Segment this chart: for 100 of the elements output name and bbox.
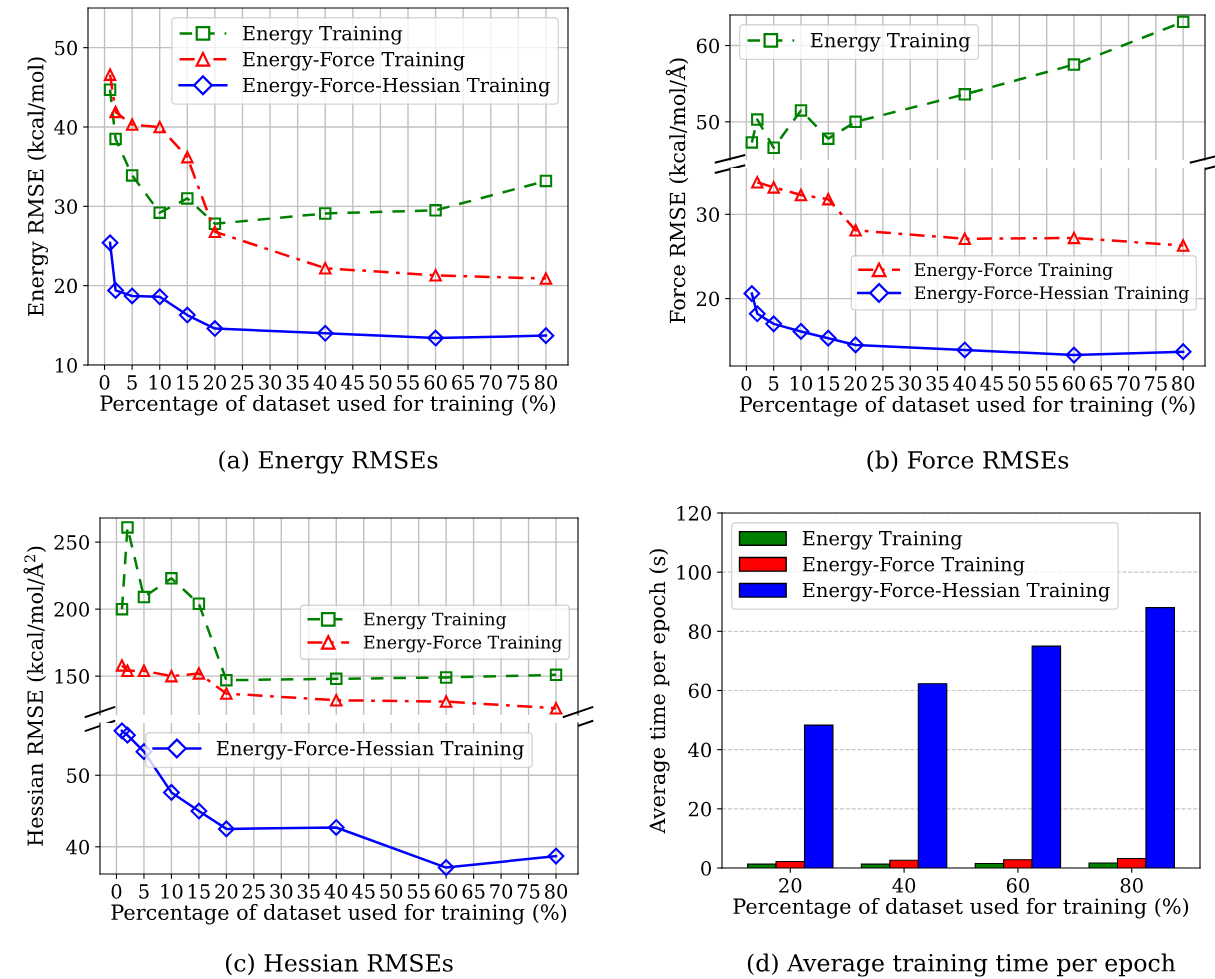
x-tick-label: 10 xyxy=(161,884,183,899)
point xyxy=(109,105,122,119)
x-tick-label: 30 xyxy=(899,376,922,391)
x-tick-label: 80 xyxy=(1120,878,1143,893)
x-tick-label: 80 xyxy=(544,884,568,899)
x-axis-title: Percentage of dataset used for training (%) xyxy=(100,394,556,416)
legend-label: Energy-Force Training xyxy=(802,556,1025,576)
x-tick-label: 20 xyxy=(215,884,238,899)
point xyxy=(745,136,759,149)
x-tick-label: 45 xyxy=(980,376,1003,391)
y-tick-label: 20 xyxy=(54,278,77,294)
legend-label: Energy Training xyxy=(810,32,971,52)
point xyxy=(819,329,837,347)
point xyxy=(1176,239,1190,252)
x-tick-label: 40 xyxy=(953,376,976,391)
x-tick-label: 75 xyxy=(507,375,530,390)
x-tick-label: 80 xyxy=(534,375,558,390)
x-tick-label: 55 xyxy=(407,884,430,899)
point xyxy=(137,590,151,604)
point xyxy=(547,847,565,865)
x-tick-label: 65 xyxy=(452,375,475,390)
point xyxy=(103,83,117,96)
x-tick-label: 5 xyxy=(127,375,137,390)
point xyxy=(822,132,835,145)
point xyxy=(767,141,780,155)
x-tick-label: 15 xyxy=(177,375,199,390)
point xyxy=(439,671,453,684)
point xyxy=(794,188,808,202)
x-tick-label: 60 xyxy=(424,375,447,390)
x-axis-title: Percentage of dataset used for training (%) xyxy=(111,903,567,925)
x-tick-label: 60 xyxy=(1062,376,1086,391)
y-tick-label: 30 xyxy=(697,207,719,222)
x-tick-label: 60 xyxy=(1006,878,1029,893)
legend-label: Energy-Force-Hessian Training xyxy=(242,77,550,97)
point xyxy=(748,305,766,323)
x-tick-label: 30 xyxy=(259,375,282,390)
point xyxy=(206,320,224,337)
x-tick-label: 45 xyxy=(341,375,364,390)
x-tick-label: 35 xyxy=(926,376,949,391)
point xyxy=(539,272,553,285)
legend-label: Energy Training xyxy=(363,612,507,630)
x-tick-label: 65 xyxy=(1090,376,1113,391)
point xyxy=(165,669,178,683)
point xyxy=(1176,15,1190,29)
point xyxy=(115,602,129,616)
x-tick-label: 20 xyxy=(844,376,867,391)
x-tick-label: 40 xyxy=(324,884,348,899)
point xyxy=(107,282,124,299)
x-tick-label: 80 xyxy=(1172,376,1195,391)
point xyxy=(751,113,764,126)
x-tick-label: 70 xyxy=(1117,376,1140,391)
point xyxy=(220,687,233,700)
point xyxy=(327,819,345,836)
x-tick-label: 25 xyxy=(871,376,894,391)
point xyxy=(958,88,972,101)
y-tick-label: 40 xyxy=(688,742,711,758)
point xyxy=(429,204,442,217)
point xyxy=(537,327,555,345)
x-tick-label: 25 xyxy=(242,884,265,899)
x-tick-label: 25 xyxy=(231,375,254,390)
point xyxy=(165,572,178,585)
x-tick-label: 45 xyxy=(351,884,375,899)
point xyxy=(181,192,194,205)
point xyxy=(958,232,972,246)
point xyxy=(178,306,196,324)
y-tick-label: 80 xyxy=(688,624,711,639)
point xyxy=(181,150,194,164)
x-tick-label: 35 xyxy=(297,884,320,899)
point xyxy=(217,820,235,838)
x-tick-label: 5 xyxy=(769,376,779,391)
x-tick-label: 15 xyxy=(188,884,210,899)
point xyxy=(318,261,332,275)
x-tick-label: 10 xyxy=(790,376,813,391)
y-tick-label: 40 xyxy=(66,839,89,855)
x-tick-label: 0 xyxy=(111,884,122,899)
point xyxy=(119,726,136,744)
y-tick-label: 60 xyxy=(688,683,711,699)
point xyxy=(437,859,455,876)
y-tick-label: 50 xyxy=(697,114,719,130)
point xyxy=(208,225,222,238)
point xyxy=(220,673,233,687)
x-tick-label: 5 xyxy=(139,884,149,899)
point xyxy=(109,132,122,146)
point xyxy=(743,285,761,302)
point xyxy=(123,287,141,305)
x-tick-label: 30 xyxy=(270,884,293,899)
x-tick-label: 75 xyxy=(517,884,540,899)
text: (c) Hessian RMSEs xyxy=(225,953,453,976)
legend-label: Energy-Force Training xyxy=(914,263,1113,280)
point xyxy=(151,288,169,306)
y-tick-label: 20 xyxy=(688,801,711,817)
point xyxy=(439,695,453,708)
legend-label: Energy Training xyxy=(242,25,403,45)
legend-label: Energy Training xyxy=(802,530,963,550)
x-tick-label: 60 xyxy=(435,884,458,899)
x-axis-title: Percentage of dataset used for training (%) xyxy=(733,897,1189,919)
y-axis-title: Hessian RMSE (kcal/mol/Å$^{2}$) xyxy=(23,546,47,846)
point xyxy=(125,118,139,131)
y-tick-label: 250 xyxy=(54,535,89,550)
point xyxy=(427,329,444,347)
